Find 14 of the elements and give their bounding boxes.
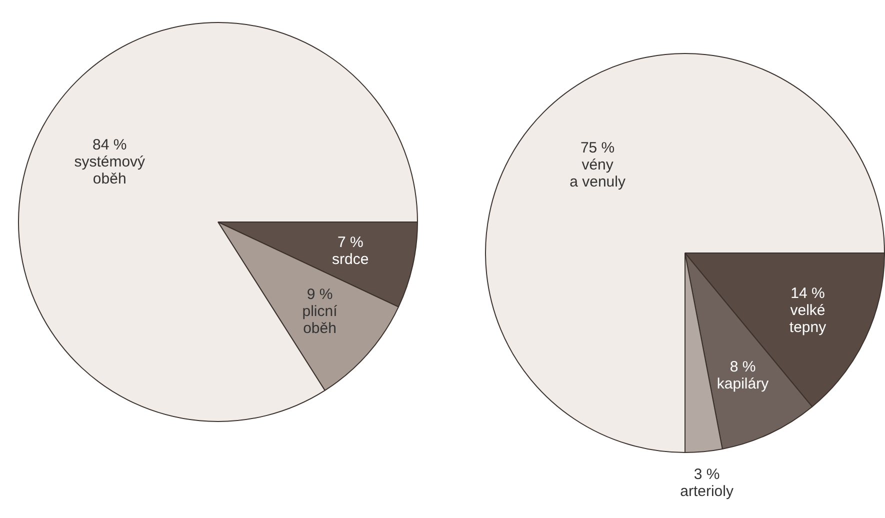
slice-label: arterioly	[680, 483, 734, 500]
data-label: 75 %	[580, 140, 615, 157]
data-label: 9 %	[306, 286, 333, 303]
slice-label: plicní oběh	[302, 302, 338, 337]
slice-label: kapiláry	[716, 375, 770, 392]
data-label: 14 %	[790, 284, 825, 302]
slice-label: srdce	[332, 251, 369, 268]
data-label: 3 %	[694, 466, 720, 484]
slice-label: velké tepny	[789, 302, 827, 336]
data-label: 7 %	[337, 234, 364, 252]
data-label: 84 %	[92, 136, 127, 154]
slice-label: vény a venuly	[570, 156, 626, 191]
slice-label: systémový oběh	[74, 154, 146, 188]
data-label: 8 %	[730, 358, 756, 376]
